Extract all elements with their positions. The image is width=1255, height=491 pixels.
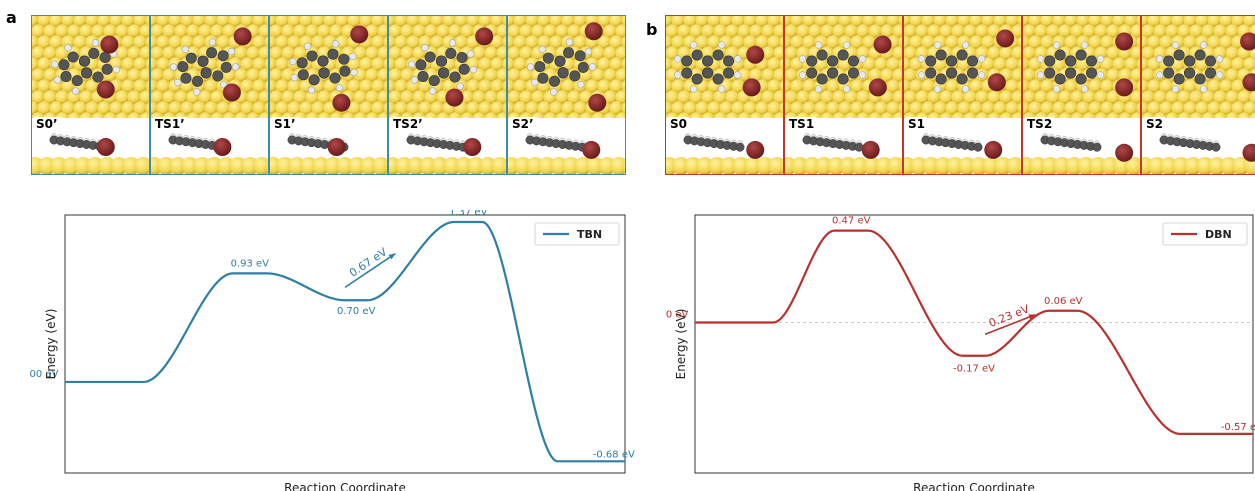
structure-frame: S0 <box>665 15 784 175</box>
state-energy-label: 0.00 eV <box>665 310 689 321</box>
y-axis-label: Energy (eV) <box>44 309 58 380</box>
energy-profile-line <box>65 220 625 463</box>
state-label: S0’ <box>34 117 60 131</box>
barrier-arrow-head <box>388 253 396 260</box>
structure-frame: S1 <box>903 15 1022 175</box>
barrier-arrow <box>344 252 396 289</box>
state-energy-label: -0.68 eV <box>593 449 635 460</box>
state-energy-label: 0.70 eV <box>337 306 376 317</box>
top-view-image <box>151 16 268 118</box>
structure-frames-b: S0 TS1 S1 TS2 S2 <box>665 15 1255 175</box>
energy-profile-line <box>695 229 1253 436</box>
state-energy-label: 0.93 eV <box>231 258 270 269</box>
legend-series-name: DBN <box>1205 228 1232 241</box>
legend: TBN <box>534 222 620 246</box>
state-energy-label: 0.06 eV <box>1044 296 1083 307</box>
structure-frame: TS2 <box>1022 15 1141 175</box>
top-view-image <box>389 16 506 118</box>
side-view-image <box>904 118 1021 174</box>
panel-letter-b: b <box>646 20 658 39</box>
structure-frames-a: S0’ TS1’ S1’ TS2’ S2’ <box>31 15 626 175</box>
structure-frame: TS2’ <box>388 15 507 175</box>
plot-frame <box>64 214 626 474</box>
side-view-image <box>270 118 387 174</box>
energy-chart-tbn: 0.00 eV0.93 eV0.70 eV1.37 eV-0.68 eV0.67… <box>30 210 635 491</box>
top-view-image <box>32 16 149 118</box>
state-energy-label: 0.47 eV <box>832 216 871 227</box>
plot-frame <box>694 214 1254 474</box>
side-view-image <box>508 118 625 174</box>
state-label: S1’ <box>272 117 298 131</box>
structure-frame: TS1’ <box>150 15 269 175</box>
top-view-image <box>785 16 902 118</box>
structure-frame: S2 <box>1141 15 1255 175</box>
legend-series-name: TBN <box>577 228 602 241</box>
state-label: S2 <box>1144 117 1165 131</box>
state-label: S0 <box>668 117 689 131</box>
x-axis-label: Reaction Coordinate <box>913 481 1035 491</box>
panel-letter-a: a <box>6 8 17 27</box>
legend: DBN <box>1162 222 1248 246</box>
state-label: S2’ <box>510 117 536 131</box>
top-view-image <box>904 16 1021 118</box>
state-label: TS2’ <box>391 117 425 131</box>
top-view-image <box>666 16 783 118</box>
barrier-arrow <box>984 313 1036 335</box>
top-view-image <box>1023 16 1140 118</box>
state-label: TS1 <box>787 117 817 131</box>
top-view-image <box>270 16 387 118</box>
structure-frame: S0’ <box>31 15 150 175</box>
top-view-image <box>508 16 625 118</box>
state-energy-label: -0.17 eV <box>953 364 995 375</box>
y-axis-label: Energy (eV) <box>674 309 688 380</box>
state-label: S1 <box>906 117 927 131</box>
state-energy-label: 0.00 eV <box>30 369 59 380</box>
barrier-arrow-head <box>1028 314 1036 320</box>
state-energy-label: 1.37 eV <box>449 210 488 218</box>
structure-frame: S2’ <box>507 15 626 175</box>
state-label: TS1’ <box>153 117 187 131</box>
x-axis-label: Reaction Coordinate <box>284 481 406 491</box>
state-energy-label: -0.57 eV <box>1221 422 1255 433</box>
structure-frame: TS1 <box>784 15 903 175</box>
energy-chart-dbn: 0.00 eV0.47 eV-0.17 eV0.06 eV-0.57 eV0.2… <box>665 214 1255 491</box>
top-view-image <box>1142 16 1255 118</box>
state-label: TS2 <box>1025 117 1055 131</box>
structure-frame: S1’ <box>269 15 388 175</box>
